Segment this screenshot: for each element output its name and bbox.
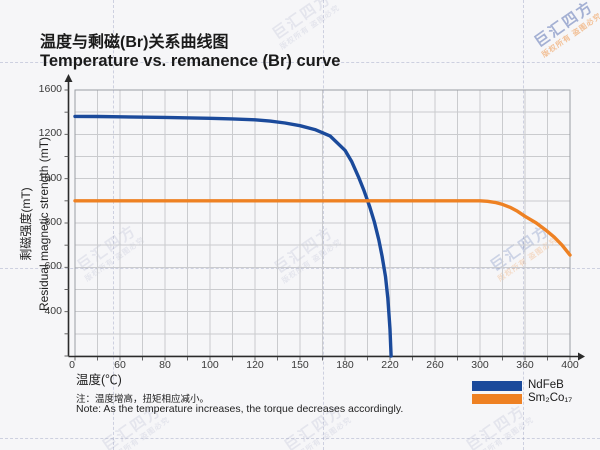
x-tick-label: 220 [381,359,399,371]
x-axis-title: 温度(℃) [76,373,122,387]
x-tick-label: 260 [426,359,444,371]
watermark-dashed-line [323,0,324,450]
x-tick-label: 150 [291,359,309,371]
y-tick-label: 400 [44,304,62,317]
x-tick-label: 180 [336,359,354,371]
note-cn: 注：温度增高，扭矩相应减小。 [76,394,210,405]
x-tick-label: 300 [471,359,489,371]
x-tick-label: 120 [246,359,264,371]
legend-swatch-ndfeb [472,381,522,391]
watermark-dashed-line [113,0,114,450]
legend-swatch-sm2co17 [472,394,522,404]
x-tick-label: 0 [69,359,75,371]
y-tick-label: 1600 [38,83,62,95]
y-tick-label: 1200 [38,127,62,140]
y-tick-label: 600 [44,260,62,273]
legend-label-ndfeb: NdFeB [528,379,564,391]
x-tick-label: 360 [516,359,534,371]
chart-title-cn: 温度与剩磁(Br)关系曲线图 [40,34,229,51]
x-tick-label: 60 [114,359,126,371]
y-tick-label: 1000 [38,171,62,184]
y-tick-label: 800 [44,216,62,228]
watermark-dashed-line [0,438,600,439]
legend-label-sm2co17: Sm₂Co₁₇ [528,392,573,404]
x-tick-label: 400 [561,359,579,371]
watermark-dashed-line [523,0,524,450]
chart-title-en: Temperature vs. remanence (Br) curve [40,52,341,70]
note-en: Note: As the temperature increases, the … [76,403,404,415]
watermark-dashed-line [0,62,600,63]
x-tick-label: 80 [159,359,171,371]
x-tick-label: 100 [201,359,219,371]
